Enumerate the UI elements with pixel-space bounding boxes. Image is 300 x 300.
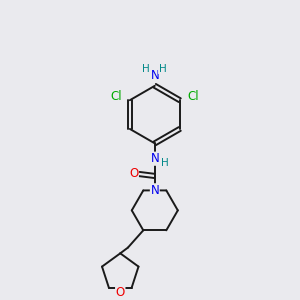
Text: N: N — [150, 69, 159, 82]
Text: N: N — [150, 152, 159, 165]
Text: O: O — [129, 167, 138, 180]
Text: H: H — [161, 158, 169, 169]
Text: N: N — [150, 184, 159, 197]
Text: Cl: Cl — [111, 90, 122, 103]
Text: O: O — [116, 286, 125, 299]
Text: Cl: Cl — [187, 90, 199, 103]
Text: H: H — [159, 64, 166, 74]
Text: H: H — [142, 64, 150, 74]
